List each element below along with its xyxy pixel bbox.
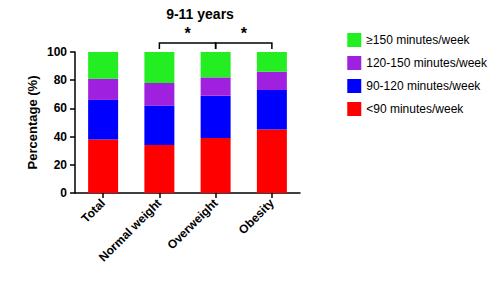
- svg-text:20: 20: [54, 158, 68, 172]
- svg-text:Overweight: Overweight: [165, 196, 221, 252]
- svg-text:0: 0: [60, 186, 67, 200]
- svg-text:100: 100: [47, 45, 67, 59]
- svg-text:80: 80: [54, 73, 68, 87]
- svg-text:*: *: [241, 25, 248, 42]
- svg-text:*: *: [184, 25, 191, 42]
- svg-text:Percentage (%): Percentage (%): [25, 76, 40, 170]
- svg-text:90-120 minutes/week: 90-120 minutes/week: [366, 79, 481, 93]
- svg-text:9-11 years: 9-11 years: [166, 6, 234, 22]
- svg-text:Total: Total: [79, 196, 109, 226]
- svg-text:120-150 minutes/week: 120-150 minutes/week: [366, 56, 488, 70]
- svg-text:Normal weight: Normal weight: [96, 196, 164, 264]
- svg-text:60: 60: [54, 101, 68, 115]
- svg-text:40: 40: [54, 130, 68, 144]
- svg-text:<90 minutes/week: <90 minutes/week: [366, 102, 464, 116]
- svg-text:≥150 minutes/week: ≥150 minutes/week: [366, 33, 470, 47]
- svg-text:Obesity: Obesity: [236, 196, 277, 237]
